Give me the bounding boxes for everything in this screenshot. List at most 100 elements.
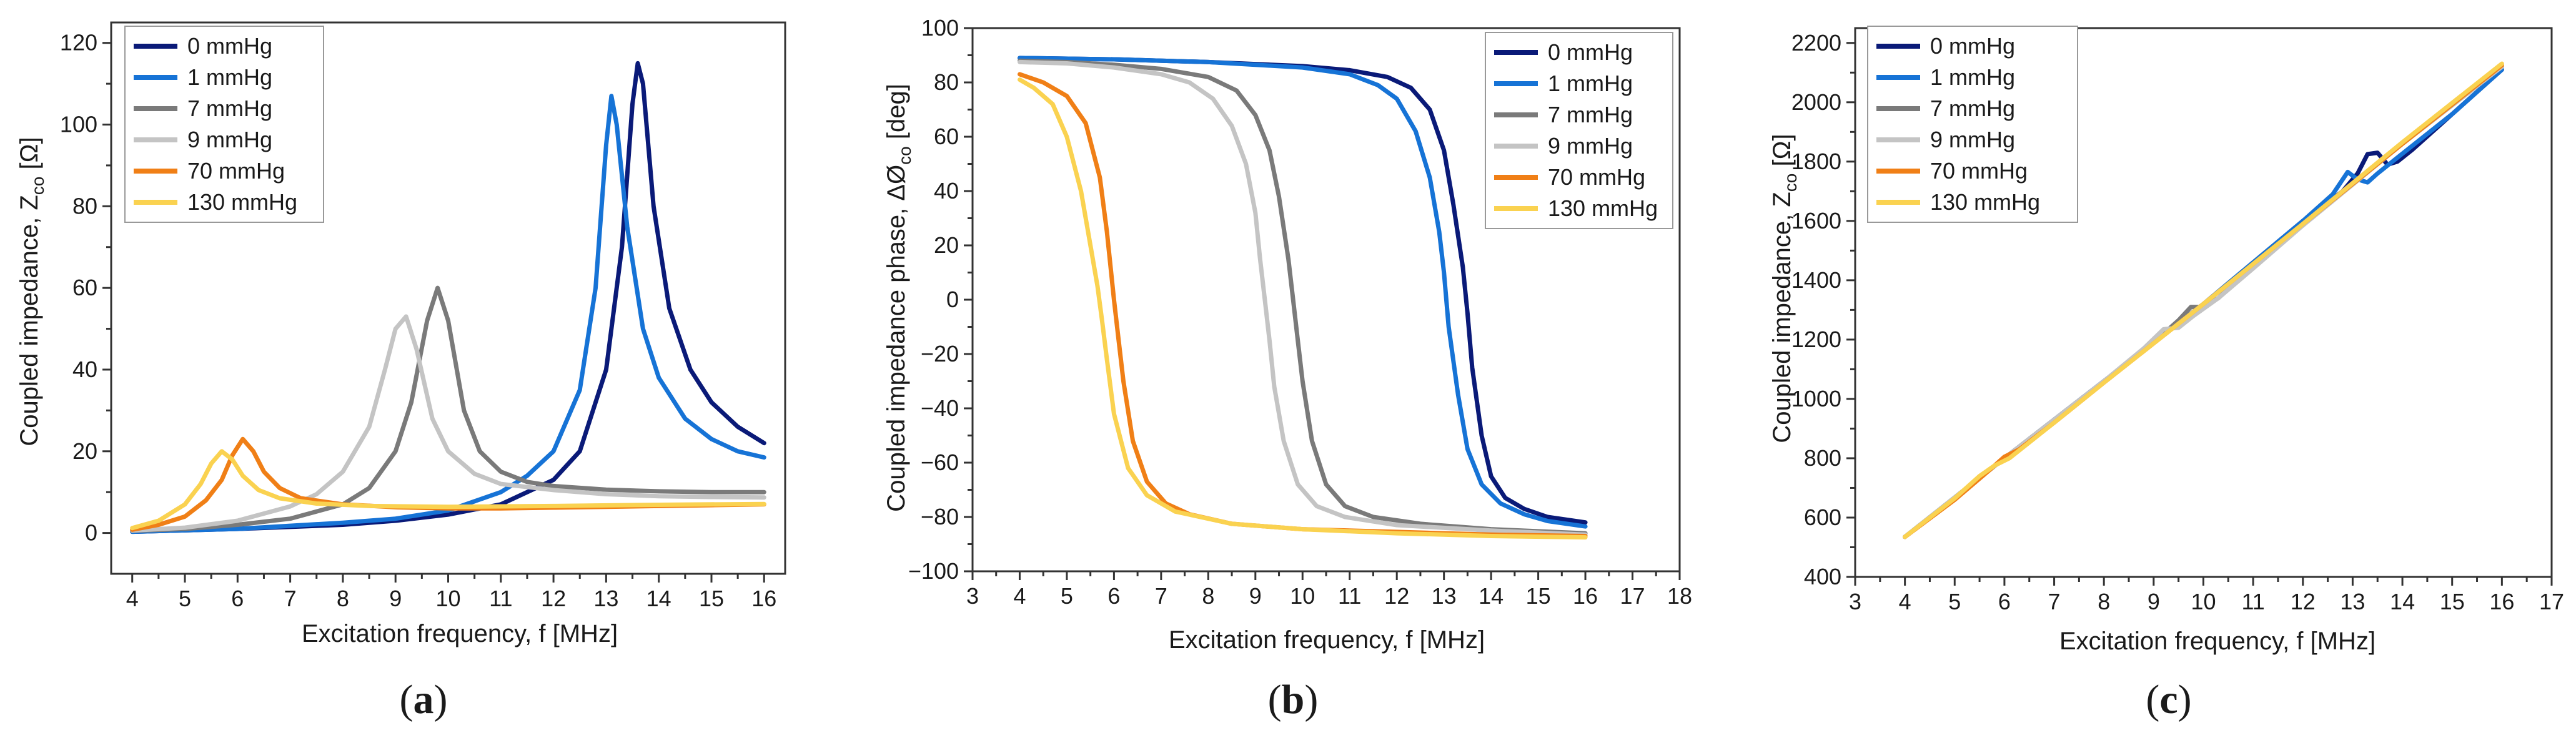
panel-a: 4 5 6 7 8 9 10 11 12 13 14 15 16 0 20 40 60 80 100 120 0 mmH… <box>16 21 786 722</box>
x-tick-label: 11 <box>1338 583 1361 609</box>
y-tick-label: −40 <box>921 395 959 421</box>
x-tick-label: 6 <box>1998 589 2011 614</box>
x-tick-label: 17 <box>1620 583 1645 609</box>
legend-label: 9 mmHg <box>187 127 272 152</box>
x-tick-label: 6 <box>231 586 244 611</box>
series-line-130-mmhg <box>130 449 766 531</box>
y-tick-label: 80 <box>72 193 97 219</box>
y-tick-label: 40 <box>72 357 97 382</box>
x-tick-label: 4 <box>1899 589 1911 614</box>
y-tick-label: 1200 <box>1791 327 1841 352</box>
panel-b-plot-area: 3 4 5 6 7 8 9 10 11 12 13 14 15 16 17 18 −100 −80 −60 −40 −2… <box>908 15 1692 609</box>
x-tick-label: 15 <box>1526 583 1551 609</box>
x-tick-label: 16 <box>751 586 776 611</box>
legend-label: 9 mmHg <box>1930 127 2015 152</box>
x-tick-label: 3 <box>966 583 979 609</box>
x-tick-label: 14 <box>2390 589 2415 614</box>
x-tick-label: 15 <box>699 586 724 611</box>
x-tick-label: 12 <box>1384 583 1409 609</box>
y-tick-label: 100 <box>921 15 959 41</box>
x-tick-label: 16 <box>1573 583 1598 609</box>
x-tick-label: 13 <box>2340 589 2365 614</box>
y-tick-label: 120 <box>60 30 97 56</box>
panel-c-plot-area: 3 4 5 6 7 8 9 10 11 12 13 14 15 16 17 400 600 800 1000 1200… <box>1791 26 2564 614</box>
y-tick-label: 0 <box>85 520 97 546</box>
y-tick-label: 800 <box>1804 445 1841 471</box>
y-tick-label: 80 <box>934 69 959 95</box>
x-tick-label: 8 <box>2098 589 2110 614</box>
legend-label: 130 mmHg <box>1548 195 1658 221</box>
legend-label: 7 mmHg <box>1930 96 2015 121</box>
legend-label: 0 mmHg <box>1930 33 2015 59</box>
series-line-9-mmhg <box>1018 59 1588 537</box>
panel-b-x-axis-label: Excitation frequency, f [MHz] <box>1169 626 1485 654</box>
x-tick-label: 11 <box>2241 589 2264 614</box>
x-tick-label: 16 <box>2489 589 2514 614</box>
y-tick-label: 400 <box>1804 564 1841 589</box>
y-tick-label: −80 <box>921 504 959 529</box>
x-tick-label: 8 <box>337 586 349 611</box>
panel-c-x-axis-label: Excitation frequency, f [MHz] <box>2059 627 2375 655</box>
panel-c-y-axis-label: Coupled impedance, Zco [Ω] <box>1768 134 1800 443</box>
series-line-7-mmhg <box>1018 58 1588 536</box>
panel-b-legend <box>1485 32 1673 229</box>
panel-a-y-axis-label: Coupled impedance, Zco [Ω] <box>16 137 47 446</box>
x-tick-label: 7 <box>1155 583 1167 609</box>
x-tick-label: 5 <box>1061 583 1073 609</box>
series-line-1-mmhg <box>130 94 766 534</box>
x-tick-label: 12 <box>541 586 566 611</box>
panel-c-label: (c) <box>2146 677 2191 722</box>
y-tick-label: 600 <box>1804 504 1841 530</box>
x-tick-label: 5 <box>1948 589 1961 614</box>
legend-label: 130 mmHg <box>187 189 297 215</box>
x-tick-label: 10 <box>435 586 460 611</box>
y-tick-label: 100 <box>60 112 97 137</box>
x-tick-label: 10 <box>1290 583 1315 609</box>
panel-b-y-axis-label: Coupled impedance phase, ΔØco [deg] <box>883 84 914 512</box>
legend-label: 130 mmHg <box>1930 189 2040 215</box>
y-tick-label: 60 <box>934 124 959 149</box>
panel-a-label: (a) <box>400 677 448 722</box>
x-tick-label: 9 <box>2147 589 2160 614</box>
x-tick-label: 4 <box>126 586 139 611</box>
x-tick-label: 14 <box>646 586 671 611</box>
legend-label: 0 mmHg <box>187 33 272 59</box>
y-tick-label: 2000 <box>1791 89 1841 115</box>
y-tick-label: 2200 <box>1791 30 1841 56</box>
series-line-7-mmhg <box>130 285 766 533</box>
legend-label: 70 mmHg <box>1548 164 1645 190</box>
panel-c: 3 4 5 6 7 8 9 10 11 12 13 14 15 16 17 400 600 800 1000 1200… <box>1768 26 2564 722</box>
x-tick-label: 11 <box>489 586 512 611</box>
legend-label: 70 mmHg <box>187 158 285 184</box>
legend-label: 7 mmHg <box>187 96 272 121</box>
panel-a-x-axis-label: Excitation frequency, f [MHz] <box>302 620 618 647</box>
legend-label: 70 mmHg <box>1930 158 2028 184</box>
x-tick-label: 15 <box>2440 589 2465 614</box>
series-line-130-mmhg <box>1018 77 1588 540</box>
y-tick-label: −60 <box>921 450 959 475</box>
y-tick-label: 0 <box>946 287 959 312</box>
legend-label: 7 mmHg <box>1548 102 1633 127</box>
y-tick-label: −100 <box>908 558 959 584</box>
y-tick-label: −20 <box>921 341 959 367</box>
y-tick-label: 1800 <box>1791 149 1841 174</box>
legend-label: 1 mmHg <box>1930 64 2015 90</box>
x-tick-label: 18 <box>1667 583 1692 609</box>
x-tick-label: 7 <box>284 586 297 611</box>
y-tick-label: 40 <box>934 178 959 204</box>
y-tick-label: 20 <box>934 232 959 258</box>
x-tick-label: 13 <box>593 586 618 611</box>
y-tick-label: 1600 <box>1791 208 1841 234</box>
panel-a-legend <box>124 26 324 223</box>
x-tick-label: 7 <box>2048 589 2061 614</box>
x-tick-label: 12 <box>2291 589 2316 614</box>
legend-label: 0 mmHg <box>1548 39 1633 65</box>
x-tick-label: 9 <box>389 586 402 611</box>
x-tick-label: 14 <box>1479 583 1503 609</box>
x-tick-label: 3 <box>1849 589 1861 614</box>
panel-b-label: (b) <box>1268 677 1319 722</box>
y-tick-label: 60 <box>72 275 97 300</box>
legend-label: 1 mmHg <box>1548 71 1633 96</box>
series-line-1-mmhg <box>1018 56 1588 529</box>
